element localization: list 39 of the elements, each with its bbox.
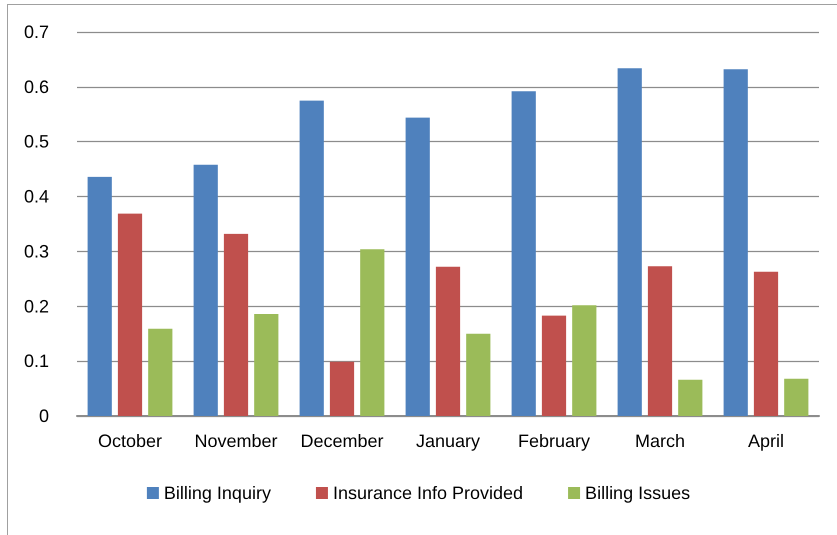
bar [330,362,354,416]
y-tick-label: 0.5 [24,132,49,152]
x-tick-label: April [748,431,784,451]
bar [194,164,218,416]
legend-label: Billing Inquiry [164,483,271,503]
bar [618,68,642,416]
y-tick-label: 0 [38,406,49,426]
bar [360,249,384,416]
y-tick-label: 0.2 [24,296,49,316]
bar [466,334,490,416]
legend-label: Billing Issues [585,483,690,503]
bar [148,328,172,416]
bar [784,378,808,416]
bar [724,69,748,416]
y-tick-label: 0.1 [24,351,49,372]
bar [406,118,430,416]
y-tick-label: 0.7 [24,22,49,42]
bar [512,91,536,416]
x-tick-label: December [300,431,384,451]
bar [648,266,672,416]
x-tick-label: January [416,431,480,451]
y-tick-label: 0.3 [24,241,49,262]
y-tick-label: 0.4 [24,186,49,207]
x-tick-label: October [98,431,162,451]
bar [542,316,566,416]
bar [254,314,278,416]
y-tick-label: 0.6 [24,76,49,97]
bar [88,176,112,416]
bar [678,380,702,416]
legend-label: Insurance Info Provided [332,483,524,503]
bar [572,305,596,416]
bar [300,100,324,416]
x-tick-label: February [518,431,590,451]
bar [754,272,778,416]
bar [118,214,142,416]
x-tick-label: March [634,431,686,451]
bar [224,234,248,416]
x-tick-label: November [194,431,278,451]
bar [436,266,460,416]
